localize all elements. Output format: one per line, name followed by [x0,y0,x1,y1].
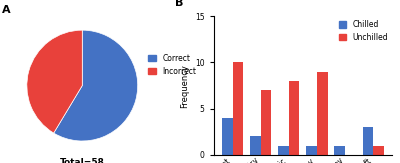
Bar [373,146,384,155]
Legend: Chilled, Unchilled: Chilled, Unchilled [339,20,388,42]
Text: Total=58: Total=58 [60,158,105,163]
Bar [261,90,271,155]
Wedge shape [54,30,138,141]
Bar [222,118,232,155]
Text: B: B [174,0,183,8]
Bar [317,72,328,155]
Bar [250,136,261,155]
Y-axis label: Frequency: Frequency [180,64,190,108]
Bar [334,146,345,155]
Bar [289,81,300,155]
Legend: Correct, Incorrect: Correct, Incorrect [148,54,196,76]
Bar [362,127,373,155]
Bar [306,146,317,155]
Bar [232,62,243,155]
Wedge shape [27,30,82,133]
Bar [278,146,289,155]
Text: A: A [2,5,10,15]
